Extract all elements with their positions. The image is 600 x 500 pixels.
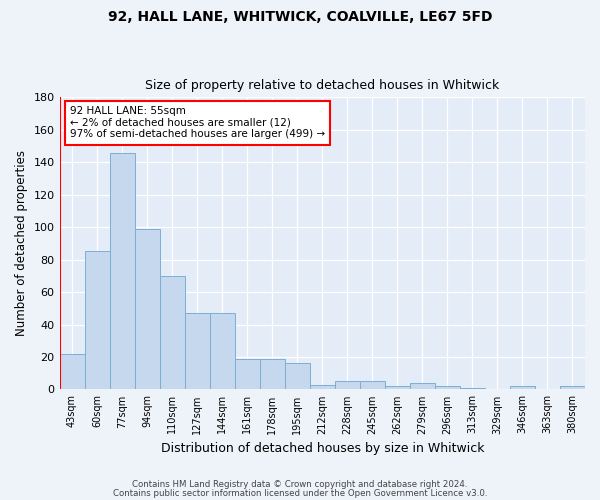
Bar [110, 152, 134, 390]
Text: 92 HALL LANE: 55sqm
← 2% of detached houses are smaller (12)
97% of semi-detache: 92 HALL LANE: 55sqm ← 2% of detached hou… [70, 106, 325, 140]
Bar [385, 386, 410, 390]
Bar [185, 313, 209, 390]
Bar [134, 229, 160, 390]
Text: 92, HALL LANE, WHITWICK, COALVILLE, LE67 5FD: 92, HALL LANE, WHITWICK, COALVILLE, LE67… [108, 10, 492, 24]
Text: Contains public sector information licensed under the Open Government Licence v3: Contains public sector information licen… [113, 490, 487, 498]
Bar [59, 354, 85, 390]
Bar [85, 252, 110, 390]
Bar [560, 386, 585, 390]
Text: Contains HM Land Registry data © Crown copyright and database right 2024.: Contains HM Land Registry data © Crown c… [132, 480, 468, 489]
Bar [410, 383, 435, 390]
Bar [235, 358, 260, 390]
Bar [285, 364, 310, 390]
Bar [360, 382, 385, 390]
Bar [310, 384, 335, 390]
Bar [510, 386, 535, 390]
Title: Size of property relative to detached houses in Whitwick: Size of property relative to detached ho… [145, 79, 499, 92]
Bar [160, 276, 185, 390]
Y-axis label: Number of detached properties: Number of detached properties [15, 150, 28, 336]
Bar [435, 386, 460, 390]
Bar [335, 382, 360, 390]
X-axis label: Distribution of detached houses by size in Whitwick: Distribution of detached houses by size … [161, 442, 484, 455]
Bar [460, 388, 485, 390]
Bar [260, 358, 285, 390]
Bar [209, 313, 235, 390]
